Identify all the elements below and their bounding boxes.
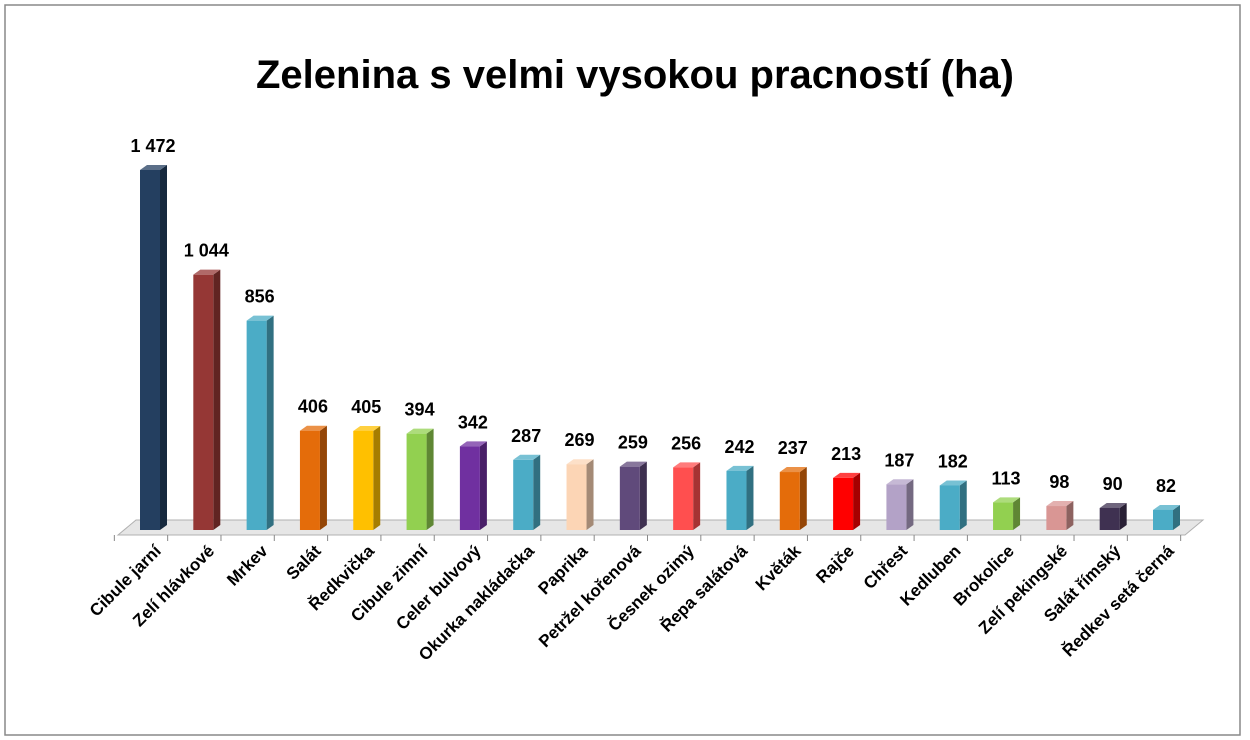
- bar: [193, 274, 214, 530]
- data-label: 242: [724, 437, 754, 457]
- bar-top: [459, 441, 487, 447]
- bar: [459, 446, 480, 530]
- data-label: 82: [1156, 476, 1176, 496]
- bar-top: [833, 472, 861, 478]
- bar-top: [993, 497, 1021, 503]
- bar-top: [353, 425, 381, 431]
- bar-side: [479, 441, 487, 530]
- data-label: 1 044: [184, 241, 229, 261]
- bar-side: [586, 459, 594, 530]
- data-label: 856: [245, 287, 275, 307]
- bar: [886, 484, 907, 530]
- bar-side: [746, 465, 754, 530]
- data-label: 256: [671, 433, 701, 453]
- bar-top: [886, 479, 914, 485]
- bar-side: [213, 269, 221, 530]
- data-label: 259: [618, 433, 648, 453]
- bar: [353, 430, 374, 530]
- bar: [1099, 507, 1120, 530]
- data-label: 98: [1049, 472, 1069, 492]
- bar-top: [619, 461, 647, 467]
- bar: [619, 466, 640, 530]
- bar-side: [160, 165, 167, 530]
- bar: [1046, 506, 1067, 530]
- data-label: 287: [511, 426, 541, 446]
- bar-side: [1173, 504, 1180, 530]
- bar-side: [959, 480, 967, 530]
- data-label: 342: [458, 412, 488, 432]
- bar-side: [799, 467, 807, 530]
- bar-top: [779, 467, 807, 473]
- bar: [566, 464, 587, 530]
- bar: [513, 459, 534, 530]
- data-label: 90: [1103, 474, 1123, 494]
- data-label: 1 472: [130, 136, 175, 156]
- floor: [116, 519, 1205, 536]
- bar-side: [693, 462, 701, 530]
- bar-top: [513, 454, 541, 460]
- bar: [726, 470, 747, 530]
- bar-top: [939, 480, 967, 486]
- data-label: 406: [298, 397, 328, 417]
- bar-top: [1153, 504, 1180, 510]
- bar-side: [266, 315, 274, 530]
- bar-top: [726, 465, 754, 471]
- bar: [1153, 509, 1173, 530]
- data-label: 213: [831, 444, 861, 464]
- bar-side: [319, 425, 327, 530]
- bar: [939, 485, 960, 530]
- bar: [673, 467, 694, 530]
- bar-side: [1066, 501, 1074, 530]
- bar-top: [406, 428, 434, 434]
- bar: [299, 430, 320, 530]
- chart-title: Zelenina s velmi vysokou pracností (ha): [256, 53, 1014, 97]
- bar-top: [193, 269, 221, 275]
- data-label: 182: [938, 451, 968, 471]
- bar-side: [426, 428, 434, 530]
- bar-side: [1013, 497, 1021, 530]
- bar-top: [246, 315, 274, 321]
- bar: [779, 472, 800, 530]
- bar-top: [673, 462, 701, 468]
- data-label: 237: [778, 438, 808, 458]
- bar-top: [1099, 502, 1127, 508]
- bar: [246, 320, 267, 530]
- bar: [833, 477, 854, 530]
- bar-side: [853, 472, 861, 530]
- bar-side: [906, 479, 914, 530]
- data-label: 269: [565, 430, 595, 450]
- data-label: 113: [992, 468, 1021, 488]
- bar-side: [533, 454, 541, 530]
- bar-side: [639, 461, 647, 530]
- bar: [140, 170, 160, 530]
- bar-top: [299, 425, 327, 431]
- bar: [993, 502, 1014, 530]
- bar-side: [1119, 502, 1127, 530]
- data-label: 405: [351, 397, 381, 417]
- data-label: 394: [405, 400, 435, 420]
- bar-top: [140, 165, 167, 170]
- bar: [406, 433, 427, 530]
- bar-top: [1046, 501, 1074, 507]
- bar-side: [373, 425, 381, 530]
- data-label: 187: [884, 450, 914, 470]
- bar-top: [566, 459, 594, 465]
